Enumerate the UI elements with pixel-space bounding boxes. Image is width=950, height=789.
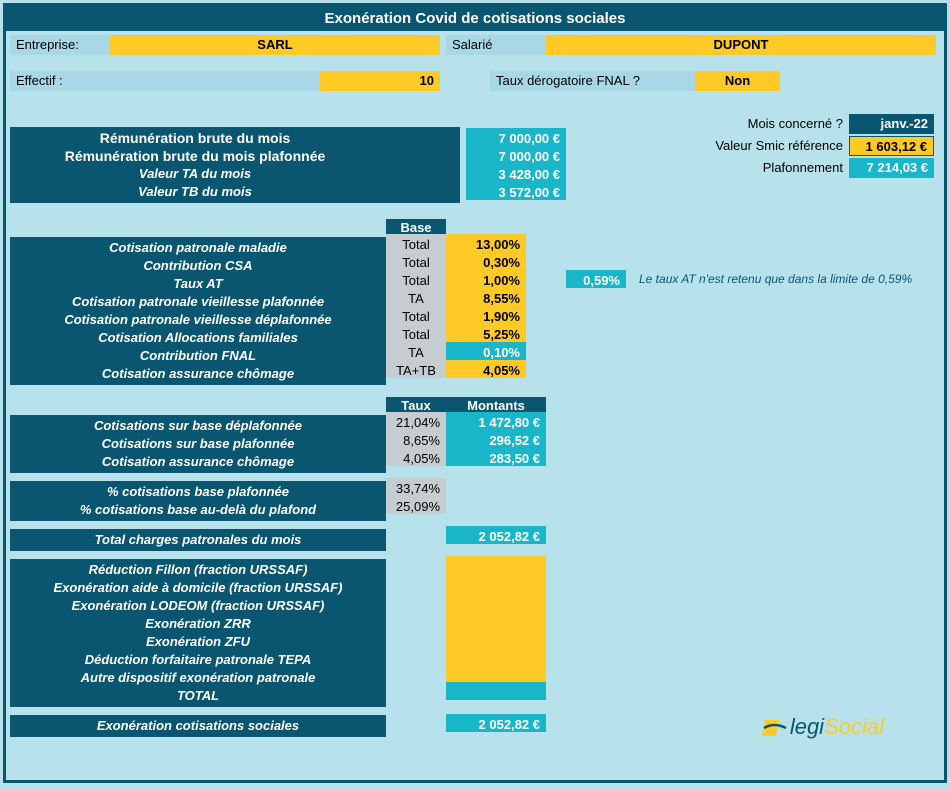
total-block: Total charges patronales du mois bbox=[10, 529, 386, 551]
entreprise-label: Entreprise: bbox=[10, 35, 110, 55]
alloc-base: Total bbox=[386, 324, 446, 342]
smic-label: Valeur Smic référence bbox=[654, 136, 849, 156]
pct-audela-label: % cotisations base au-delà du plafond bbox=[10, 501, 386, 519]
remuneration-block: Rémunération brute du mois Rémunération … bbox=[10, 127, 460, 203]
pct-block: % cotisations base plafonnée % cotisatio… bbox=[10, 481, 386, 521]
csa-base: Total bbox=[386, 252, 446, 270]
brute-plaf-value: 7 000,00 € bbox=[466, 146, 566, 164]
brute-plaf-label: Rémunération brute du mois plafonnée bbox=[10, 147, 380, 165]
at-label: Taux AT bbox=[10, 275, 386, 293]
fnal-taux: 0,10% bbox=[446, 342, 526, 360]
chom-base: TA+TB bbox=[386, 360, 446, 378]
maladie-label: Cotisation patronale maladie bbox=[10, 239, 386, 257]
fnal-label: Taux dérogatoire FNAL ? bbox=[490, 71, 695, 91]
brute-label: Rémunération brute du mois bbox=[10, 129, 380, 147]
page-title: Exonération Covid de cotisations sociale… bbox=[6, 6, 944, 31]
logo-legi: legi bbox=[790, 714, 824, 739]
ta-value: 3 428,00 € bbox=[466, 164, 566, 182]
entreprise-value: SARL bbox=[110, 35, 440, 55]
deplaf-montant: 1 472,80 € bbox=[446, 412, 546, 430]
tb-label: Valeur TB du mois bbox=[10, 183, 380, 201]
top-fields: Entreprise: SARL Salarié DUPONT Effectif… bbox=[10, 35, 940, 91]
exon-total: TOTAL bbox=[10, 687, 386, 705]
exon-lodeom: Exonération LODEOM (fraction URSSAF) bbox=[10, 597, 386, 615]
effectif-value: 10 bbox=[320, 71, 440, 91]
effectif-label: Effectif : bbox=[10, 71, 320, 91]
fnal-value: Non bbox=[695, 71, 780, 91]
logo-social: Social bbox=[824, 714, 884, 739]
plaf-label: Cotisations sur base plafonnée bbox=[10, 435, 386, 453]
at-taux: 1,00% bbox=[446, 270, 526, 288]
maladie-taux: 13,00% bbox=[446, 234, 526, 252]
base-col: Total Total Total TA Total Total TA TA+T… bbox=[386, 234, 446, 378]
calc-taux-col: 21,04% 8,65% 4,05% bbox=[386, 412, 446, 466]
exon-block: Réduction Fillon (fraction URSSAF) Exoné… bbox=[10, 559, 386, 707]
fnal-base: TA bbox=[386, 342, 446, 360]
final-block: Exonération cotisations sociales bbox=[10, 715, 386, 737]
at-note: Le taux AT n'est retenu que dans la limi… bbox=[631, 270, 912, 288]
calc-montants-col: 1 472,80 € 296,52 € 283,50 € bbox=[446, 412, 546, 466]
exon-fillon: Réduction Fillon (fraction URSSAF) bbox=[10, 561, 386, 579]
exon-autre: Autre dispositif exonération patronale bbox=[10, 669, 386, 687]
taux-col: 13,00% 0,30% 1,00% 8,55% 1,90% 5,25% 0,1… bbox=[446, 234, 526, 378]
vieil-deplaf-base: Total bbox=[386, 306, 446, 324]
vieil-deplaf-label: Cotisation patronale vieillesse déplafon… bbox=[10, 311, 386, 329]
at-limit: 0,59% bbox=[566, 270, 626, 288]
side-box: Mois concerné ? janv.-22 Valeur Smic réf… bbox=[654, 114, 934, 180]
plafond-value: 7 214,03 € bbox=[849, 158, 934, 178]
final-label: Exonération cotisations sociales bbox=[10, 717, 386, 735]
pct-plaf-label: % cotisations base plafonnée bbox=[10, 483, 386, 501]
vieil-deplaf-taux: 1,90% bbox=[446, 306, 526, 324]
pct-vals: 33,74% 25,09% bbox=[386, 478, 446, 514]
pct-audela-val: 25,09% bbox=[386, 496, 446, 514]
final-val: 2 052,82 € bbox=[446, 714, 546, 732]
alloc-taux: 5,25% bbox=[446, 324, 526, 342]
remun-values: 7 000,00 € 7 000,00 € 3 428,00 € 3 572,0… bbox=[466, 128, 566, 200]
vieil-plaf-base: TA bbox=[386, 288, 446, 306]
chom-label: Cotisation assurance chômage bbox=[10, 365, 386, 383]
ta-label: Valeur TA du mois bbox=[10, 165, 380, 183]
salarie-label: Salarié bbox=[446, 35, 546, 55]
alloc-label: Cotisation Allocations familiales bbox=[10, 329, 386, 347]
deplaf-label: Cotisations sur base déplafonnée bbox=[10, 417, 386, 435]
deplaf-taux: 21,04% bbox=[386, 412, 446, 430]
plaf-montant: 296,52 € bbox=[446, 430, 546, 448]
calc-block: Cotisations sur base déplafonnée Cotisat… bbox=[10, 415, 386, 473]
maladie-base: Total bbox=[386, 234, 446, 252]
exon-vals bbox=[446, 556, 546, 700]
charges-val: 2 052,82 € bbox=[446, 526, 546, 544]
mois-value: janv.-22 bbox=[849, 114, 934, 134]
fnal-c-label: Contribution FNAL bbox=[10, 347, 386, 365]
calc-chom-taux: 4,05% bbox=[386, 448, 446, 466]
logo-icon bbox=[762, 716, 790, 740]
csa-label: Contribution CSA bbox=[10, 257, 386, 275]
mois-label: Mois concerné ? bbox=[654, 114, 849, 134]
exon-aide: Exonération aide à domicile (fraction UR… bbox=[10, 579, 386, 597]
calc-chom-label: Cotisation assurance chômage bbox=[10, 453, 386, 471]
exon-zrr: Exonération ZRR bbox=[10, 615, 386, 633]
chom-taux: 4,05% bbox=[446, 360, 526, 378]
cotisations-block: Cotisation patronale maladie Contributio… bbox=[10, 237, 386, 385]
plafond-label: Plafonnement bbox=[654, 158, 849, 178]
legisocial-logo: legiSocial bbox=[762, 714, 884, 740]
tb-value: 3 572,00 € bbox=[466, 182, 566, 200]
plaf-taux: 8,65% bbox=[386, 430, 446, 448]
salarie-value: DUPONT bbox=[546, 35, 936, 55]
vieil-plaf-label: Cotisation patronale vieillesse plafonné… bbox=[10, 293, 386, 311]
csa-taux: 0,30% bbox=[446, 252, 526, 270]
calc-chom-montant: 283,50 € bbox=[446, 448, 546, 466]
smic-value: 1 603,12 € bbox=[849, 136, 934, 156]
main-container: Exonération Covid de cotisations sociale… bbox=[3, 3, 947, 783]
pct-plaf-val: 33,74% bbox=[386, 478, 446, 496]
at-base: Total bbox=[386, 270, 446, 288]
charges-label: Total charges patronales du mois bbox=[10, 531, 386, 549]
brute-value: 7 000,00 € bbox=[466, 128, 566, 146]
exon-tepa: Déduction forfaitaire patronale TEPA bbox=[10, 651, 386, 669]
vieil-plaf-taux: 8,55% bbox=[446, 288, 526, 306]
exon-zfu: Exonération ZFU bbox=[10, 633, 386, 651]
